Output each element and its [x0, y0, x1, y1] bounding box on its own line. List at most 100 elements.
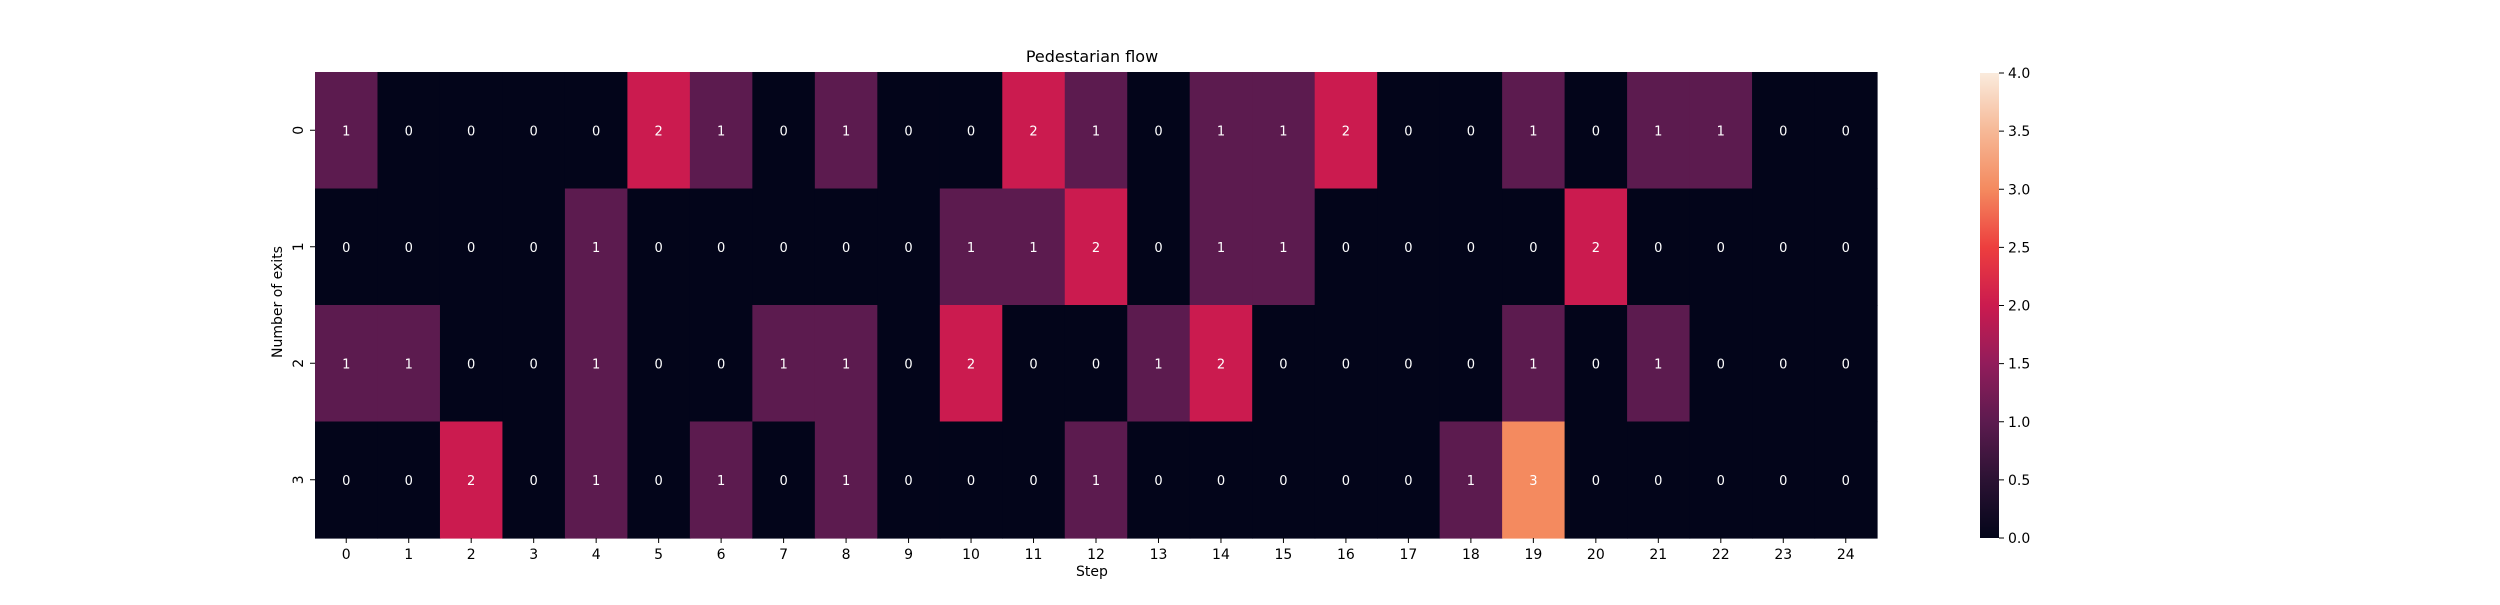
cell-value-label: 0: [654, 241, 662, 256]
cell-value-label: 1: [342, 357, 350, 372]
cell-value-label: 1: [592, 241, 600, 256]
cell-value-label: 0: [1717, 474, 1725, 489]
x-tick-label: 6: [717, 547, 726, 563]
heatmap-cell: [1752, 188, 1816, 306]
cell-value-label: 0: [1842, 357, 1850, 372]
cell-value-label: 2: [467, 474, 475, 489]
cell-value-label: 0: [530, 241, 538, 256]
cell-value-label: 0: [530, 124, 538, 139]
cell-value-label: 2: [1092, 241, 1100, 256]
x-tick-label: 23: [1774, 547, 1792, 563]
heatmap-cell: [1752, 305, 1816, 423]
x-tick-label: 10: [962, 547, 980, 563]
x-tick-label: 13: [1150, 547, 1168, 563]
heatmap-cell: [377, 188, 441, 306]
heatmap-cell: [1689, 188, 1753, 306]
heatmap-cell: [627, 188, 691, 306]
heatmap-cell: [377, 72, 441, 190]
x-tick-label: 24: [1837, 547, 1855, 563]
cell-value-label: 1: [1092, 474, 1100, 489]
heatmap-cell: [1127, 305, 1191, 423]
cell-value-label: 0: [779, 124, 787, 139]
cell-value-label: 1: [967, 241, 975, 256]
heatmap-cell: [627, 72, 691, 190]
heatmap-cell: [877, 421, 941, 539]
cell-value-label: 0: [1342, 241, 1350, 256]
cell-value-label: 2: [1342, 124, 1350, 139]
x-tick-label: 19: [1524, 547, 1542, 563]
cell-value-label: 2: [967, 357, 975, 372]
cell-value-label: 0: [967, 124, 975, 139]
heatmap-cell: [1002, 305, 1066, 423]
cell-value-label: 1: [1654, 124, 1662, 139]
heatmap-cell: [939, 188, 1003, 306]
cell-value-label: 0: [1592, 474, 1600, 489]
heatmap-cell: [814, 421, 878, 539]
heatmap-cell: [1314, 421, 1378, 539]
cell-value-label: 0: [1467, 124, 1475, 139]
x-tick-label: 7: [779, 547, 788, 563]
heatmap-cell: [315, 305, 379, 423]
cell-value-label: 0: [779, 241, 787, 256]
heatmap-cell: [1377, 421, 1441, 539]
cell-value-label: 0: [1279, 474, 1287, 489]
cell-value-label: 0: [1154, 474, 1162, 489]
cell-value-label: 0: [1217, 474, 1225, 489]
cell-value-label: 1: [842, 357, 850, 372]
cell-value-label: 1: [592, 474, 600, 489]
heatmap-cell: [1502, 305, 1566, 423]
heatmap-cell: [1564, 188, 1628, 306]
cell-value-label: 2: [654, 124, 662, 139]
heatmap-cell: [564, 421, 628, 539]
heatmap-cell: [1689, 72, 1753, 190]
heatmap-cell: [315, 72, 379, 190]
cell-value-label: 1: [1529, 357, 1537, 372]
heatmap-cell: [1064, 72, 1128, 190]
cell-value-label: 3: [1529, 474, 1537, 489]
heatmap-cell: [1064, 188, 1128, 306]
y-axis-label: Number of exits: [270, 246, 286, 358]
heatmap-cell: [1627, 72, 1691, 190]
cell-value-label: 1: [1279, 241, 1287, 256]
x-tick-label: 14: [1212, 547, 1230, 563]
heatmap-cell: [564, 305, 628, 423]
heatmap-cell: [877, 305, 941, 423]
cell-value-label: 0: [1717, 241, 1725, 256]
heatmap-cell: [1252, 421, 1316, 539]
x-tick-label: 18: [1462, 547, 1480, 563]
heatmap-cell: [1752, 72, 1816, 190]
heatmap-cell: [1189, 188, 1253, 306]
heatmap-cell: [502, 72, 566, 190]
cell-value-label: 0: [467, 357, 475, 372]
heatmap-cell: [1627, 188, 1691, 306]
heatmap-cell: [1377, 188, 1441, 306]
cell-value-label: 0: [1404, 474, 1412, 489]
cell-value-label: 1: [779, 357, 787, 372]
cell-value-label: 0: [1154, 241, 1162, 256]
cell-value-label: 1: [842, 474, 850, 489]
x-tick-label: 5: [654, 547, 663, 563]
heatmap-cell: [1627, 421, 1691, 539]
heatmap-cell: [689, 305, 753, 423]
cell-value-label: 0: [1279, 357, 1287, 372]
cell-value-label: 0: [530, 357, 538, 372]
heatmap-cell: [1002, 188, 1066, 306]
cell-value-label: 1: [1529, 124, 1537, 139]
heatmap-cell: [752, 421, 816, 539]
cell-value-label: 1: [405, 357, 413, 372]
x-tick-label: 15: [1275, 547, 1293, 563]
heatmap-cell: [564, 188, 628, 306]
colorbar-ticks: 0.0 0.5 1.0 1.5 2.0 2.5 3.0 3.5 4.0: [1999, 66, 2030, 547]
heatmap-cell: [502, 421, 566, 539]
heatmap-cell: [1252, 72, 1316, 190]
heatmap-cell: [1564, 72, 1628, 190]
cell-value-label: 1: [1154, 357, 1162, 372]
heatmap-cell: [1252, 305, 1316, 423]
x-tick-label: 22: [1712, 547, 1730, 563]
heatmap-cell: [502, 188, 566, 306]
cell-value-label: 0: [1029, 474, 1037, 489]
heatmap-cell: [627, 421, 691, 539]
y-tick-label: 2: [291, 359, 307, 368]
heatmap-cell: [1564, 305, 1628, 423]
heatmap-cell: [1314, 72, 1378, 190]
